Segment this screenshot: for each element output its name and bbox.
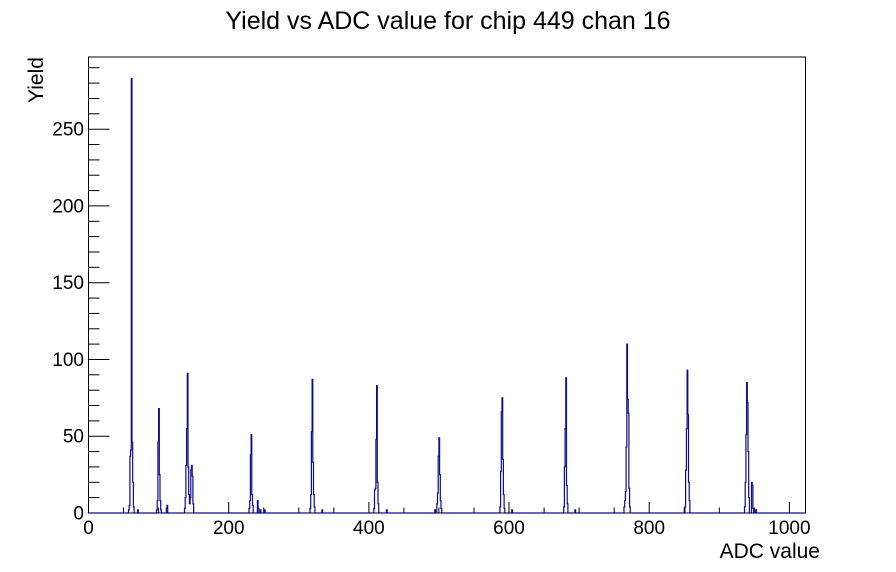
x-tick-label: 800 <box>633 518 665 539</box>
x-tick-label: 0 <box>83 518 94 539</box>
x-tick-label: 400 <box>353 518 385 539</box>
y-tick-label: 150 <box>52 273 84 294</box>
y-tick-label: 250 <box>52 120 84 141</box>
y-tick-label: 50 <box>63 427 84 448</box>
x-tick-label: 200 <box>213 518 245 539</box>
y-tick-label: 100 <box>52 350 84 371</box>
y-tick-label: 200 <box>52 196 84 217</box>
x-axis-title: ADC value <box>719 540 820 563</box>
x-tick-label: 600 <box>493 518 525 539</box>
chart-title: Yield vs ADC value for chip 449 chan 16 <box>225 7 671 35</box>
histogram-line <box>88 77 806 514</box>
x-tick-label: 1000 <box>768 518 810 539</box>
plot-frame <box>88 56 806 514</box>
y-tick-label: 0 <box>73 504 84 525</box>
